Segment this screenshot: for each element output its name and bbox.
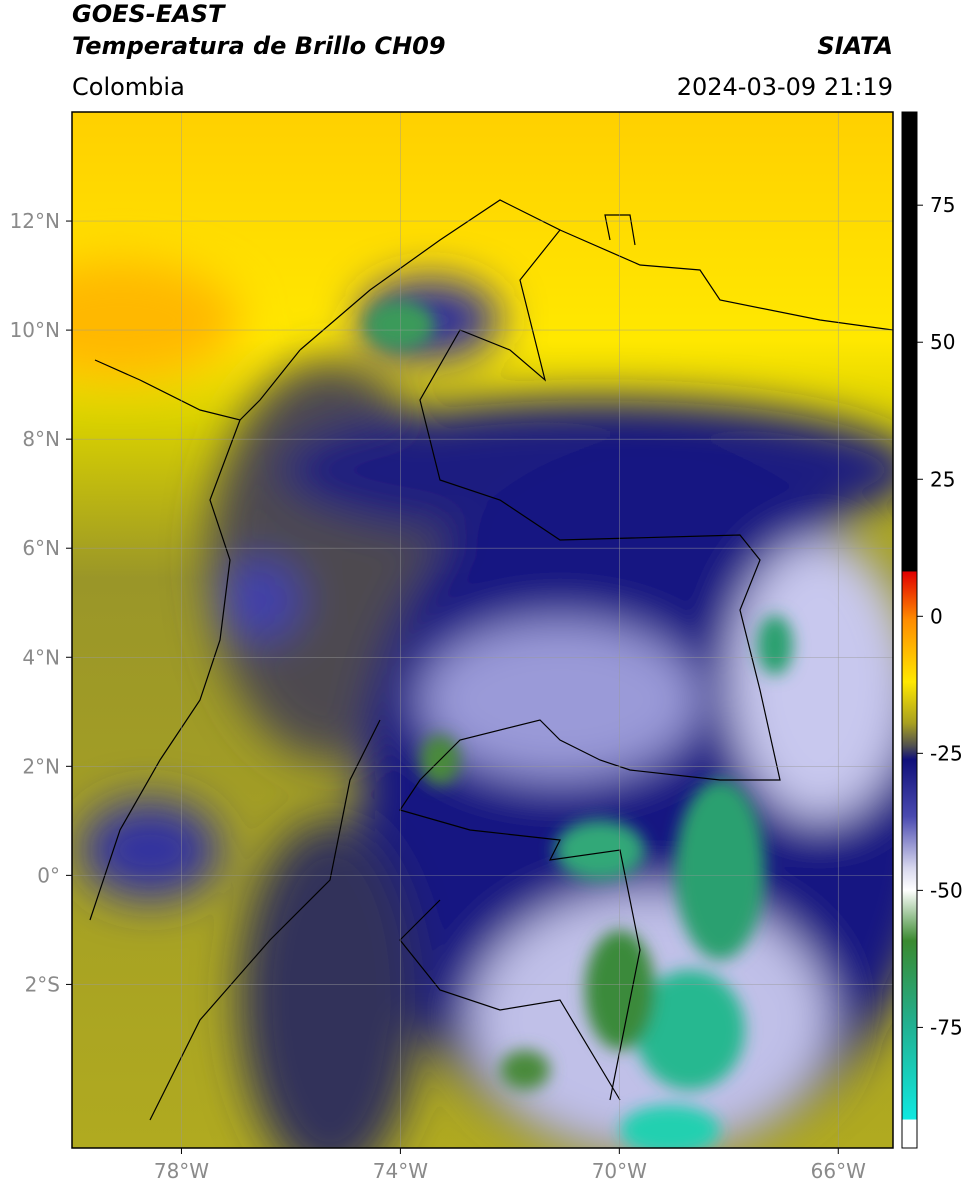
colorbar bbox=[901, 111, 918, 1149]
lat-tick-label: 2°N bbox=[22, 754, 60, 778]
colorbar-tick-label: 50 bbox=[930, 330, 955, 354]
region: Colombia bbox=[72, 73, 185, 101]
colorbar-tick-label: 25 bbox=[930, 467, 955, 491]
lat-tick-label: 0° bbox=[37, 863, 60, 887]
colorbar-tick-label: -75 bbox=[930, 1015, 963, 1039]
lat-tick-label: 6°N bbox=[22, 536, 60, 560]
colorbar-tick-label: -50 bbox=[930, 878, 963, 902]
map-frame bbox=[71, 111, 894, 1149]
lon-tick-label: 66°W bbox=[811, 1159, 866, 1183]
source: SIATA bbox=[817, 32, 893, 60]
colorbar-tick-label: -25 bbox=[930, 741, 963, 765]
lat-tick-label: 4°N bbox=[22, 645, 60, 669]
lon-tick-label: 74°W bbox=[373, 1159, 428, 1183]
satellite-image bbox=[72, 112, 893, 1148]
datetime: 2024-03-09 21:19 bbox=[677, 73, 893, 101]
colorbar-tick-label: 75 bbox=[930, 193, 955, 217]
lat-tick-label: 2°S bbox=[25, 972, 60, 996]
subtitle: Temperatura de Brillo CH09 bbox=[72, 32, 446, 60]
title: GOES-EAST bbox=[72, 0, 226, 28]
lat-tick-label: 8°N bbox=[22, 427, 60, 451]
lon-tick-label: 70°W bbox=[592, 1159, 647, 1183]
lon-tick-label: 78°W bbox=[154, 1159, 209, 1183]
colorbar-tick-label: 0 bbox=[930, 604, 943, 628]
lat-tick-label: 10°N bbox=[10, 318, 60, 342]
lat-tick-label: 12°N bbox=[10, 209, 60, 233]
